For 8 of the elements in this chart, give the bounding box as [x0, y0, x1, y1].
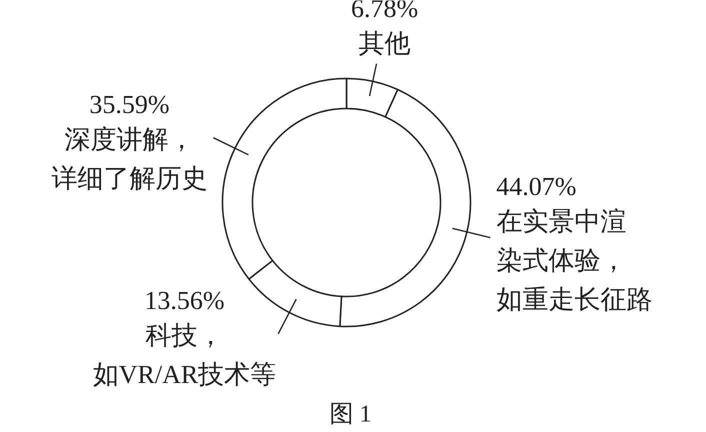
- data-label: 13.56%: [144, 286, 225, 315]
- slice-label: 科技，如VR/AR技术等: [92, 320, 276, 389]
- slice-label: 其他: [358, 29, 411, 58]
- slice-label: 在实景中渲染式体验，如重走长征路: [496, 207, 652, 314]
- data-label: 35.59%: [89, 90, 170, 119]
- data-label: 44.07%: [496, 172, 576, 202]
- slice-label: 深度讲解，详细了解历史: [51, 124, 208, 193]
- caption: 图 1: [330, 402, 372, 428]
